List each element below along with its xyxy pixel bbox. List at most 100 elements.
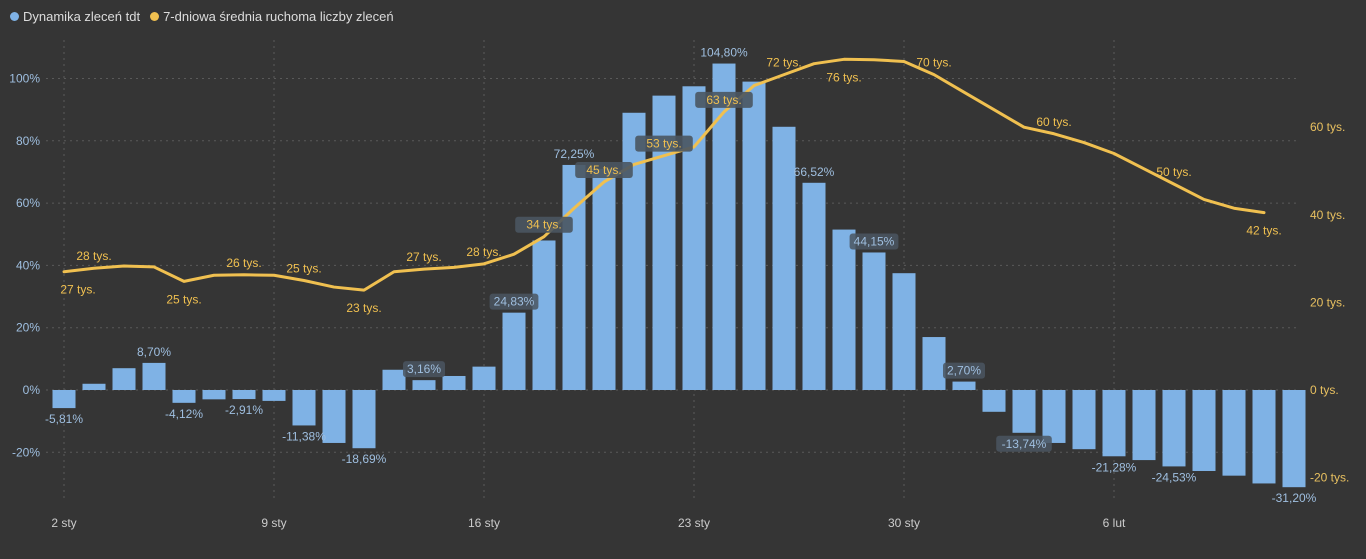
bar-data-label: -24,53% bbox=[1152, 470, 1197, 484]
legend-item-bars[interactable]: Dynamika zleceń tdt bbox=[10, 9, 140, 24]
bar[interactable] bbox=[472, 366, 496, 390]
bar[interactable] bbox=[982, 390, 1006, 412]
legend-item-line[interactable]: 7-dniowa średnia ruchoma liczby zleceń bbox=[150, 9, 394, 24]
legend: Dynamika zleceń tdt 7-dniowa średnia ruc… bbox=[10, 9, 394, 24]
line-data-label-box bbox=[695, 91, 753, 108]
bar-data-label-box bbox=[996, 435, 1052, 452]
bar-data-label-box bbox=[403, 361, 445, 378]
line-data-label: 27 tys. bbox=[406, 250, 441, 264]
line-data-label: 25 tys. bbox=[286, 262, 321, 276]
y-right-tick-label: 0 tys. bbox=[1310, 383, 1339, 397]
bar[interactable] bbox=[1282, 390, 1306, 488]
line-data-label: 63 tys. bbox=[706, 93, 741, 107]
bar-data-label: -21,28% bbox=[1092, 460, 1137, 474]
bar[interactable] bbox=[1102, 390, 1126, 457]
y-left-tick-label: -20% bbox=[12, 445, 40, 459]
bar[interactable] bbox=[142, 362, 166, 390]
bar[interactable] bbox=[82, 383, 106, 390]
line-data-label: 42 tys. bbox=[1246, 224, 1281, 238]
bar[interactable] bbox=[1162, 390, 1186, 467]
bar[interactable] bbox=[52, 390, 76, 409]
bar-data-label: -31,20% bbox=[1272, 491, 1317, 505]
bar[interactable] bbox=[832, 229, 856, 390]
bar[interactable] bbox=[232, 390, 256, 400]
line-data-label: 34 tys. bbox=[526, 218, 561, 232]
bar-data-label: -4,12% bbox=[165, 407, 203, 421]
bar[interactable] bbox=[352, 390, 376, 449]
bar-data-label: -2,91% bbox=[225, 403, 263, 417]
bar[interactable] bbox=[562, 164, 586, 390]
bar[interactable] bbox=[682, 86, 706, 390]
bar[interactable] bbox=[172, 390, 196, 403]
x-tick-label: 6 lut bbox=[1103, 516, 1126, 530]
line-data-label: 28 tys. bbox=[76, 249, 111, 263]
legend-dot-bars-icon bbox=[10, 12, 19, 21]
x-tick-label: 16 sty bbox=[468, 516, 500, 530]
bar[interactable] bbox=[892, 273, 916, 390]
bar[interactable] bbox=[772, 126, 796, 390]
bar[interactable] bbox=[322, 390, 346, 443]
line-data-label-box bbox=[635, 135, 693, 152]
line-data-label: 72 tys. bbox=[766, 56, 801, 70]
bar-data-label: 8,70% bbox=[137, 345, 171, 359]
bar[interactable] bbox=[442, 375, 466, 390]
line-data-label: 76 tys. bbox=[826, 70, 861, 84]
line-data-label: 26 tys. bbox=[226, 256, 261, 270]
bar[interactable] bbox=[112, 368, 136, 390]
line-data-label: 50 tys. bbox=[1156, 165, 1191, 179]
line-data-label: 70 tys. bbox=[916, 56, 951, 70]
bar-data-label: 44,15% bbox=[854, 234, 895, 248]
y-left-tick-label: 0% bbox=[23, 383, 41, 397]
y-left-tick-label: 20% bbox=[16, 321, 40, 335]
bar-data-label: 3,16% bbox=[407, 362, 441, 376]
bar-data-label-box bbox=[849, 233, 899, 250]
bar-data-label: 24,83% bbox=[494, 295, 535, 309]
bar[interactable] bbox=[712, 63, 736, 390]
bar[interactable] bbox=[742, 81, 766, 391]
line-data-label: 23 tys. bbox=[346, 301, 381, 315]
y-right-tick-label: 60 tys. bbox=[1310, 120, 1345, 134]
bar-data-label: 104,80% bbox=[700, 46, 748, 60]
bar[interactable] bbox=[202, 390, 226, 400]
line-data-label: 45 tys. bbox=[586, 163, 621, 177]
y-left-tick-label: 40% bbox=[16, 258, 40, 272]
x-tick-label: 2 sty bbox=[51, 516, 76, 530]
bar[interactable] bbox=[592, 168, 616, 390]
line-data-label: 27 tys. bbox=[60, 283, 95, 297]
bar[interactable] bbox=[952, 381, 976, 390]
bar[interactable] bbox=[1042, 390, 1066, 443]
bar[interactable] bbox=[922, 337, 946, 390]
bar[interactable] bbox=[652, 95, 676, 390]
bar[interactable] bbox=[502, 312, 526, 390]
y-left-tick-label: 80% bbox=[16, 134, 40, 148]
bar[interactable] bbox=[862, 252, 886, 390]
bar[interactable] bbox=[1222, 390, 1246, 476]
bar[interactable] bbox=[292, 390, 316, 426]
legend-label-bars: Dynamika zleceń tdt bbox=[23, 9, 141, 24]
bar-data-label: 2,70% bbox=[947, 364, 981, 378]
line-data-label-box bbox=[575, 161, 633, 178]
bar[interactable] bbox=[622, 112, 646, 390]
bar-data-label: -5,81% bbox=[45, 412, 83, 426]
bar[interactable] bbox=[1192, 390, 1216, 471]
bar[interactable] bbox=[1132, 390, 1156, 461]
bar[interactable] bbox=[532, 240, 556, 390]
bar[interactable] bbox=[1252, 390, 1276, 484]
line-data-label-box bbox=[515, 216, 573, 233]
bar-data-label: 66,52% bbox=[794, 165, 835, 179]
line-data-label: 25 tys. bbox=[166, 292, 201, 306]
bar-data-label: 72,25% bbox=[554, 147, 595, 161]
bar-data-label-box bbox=[943, 362, 985, 379]
bar-data-label-box bbox=[489, 293, 539, 310]
bar[interactable] bbox=[1072, 390, 1096, 450]
bar-data-label: -18,69% bbox=[342, 452, 387, 466]
bar[interactable] bbox=[412, 380, 436, 390]
y-right-tick-label: 40 tys. bbox=[1310, 208, 1345, 222]
bar[interactable] bbox=[262, 390, 286, 401]
line-data-label: 28 tys. bbox=[466, 245, 501, 259]
bar[interactable] bbox=[1012, 390, 1036, 433]
bar[interactable] bbox=[802, 182, 826, 390]
bar[interactable] bbox=[382, 369, 406, 390]
x-tick-label: 23 sty bbox=[678, 516, 710, 530]
